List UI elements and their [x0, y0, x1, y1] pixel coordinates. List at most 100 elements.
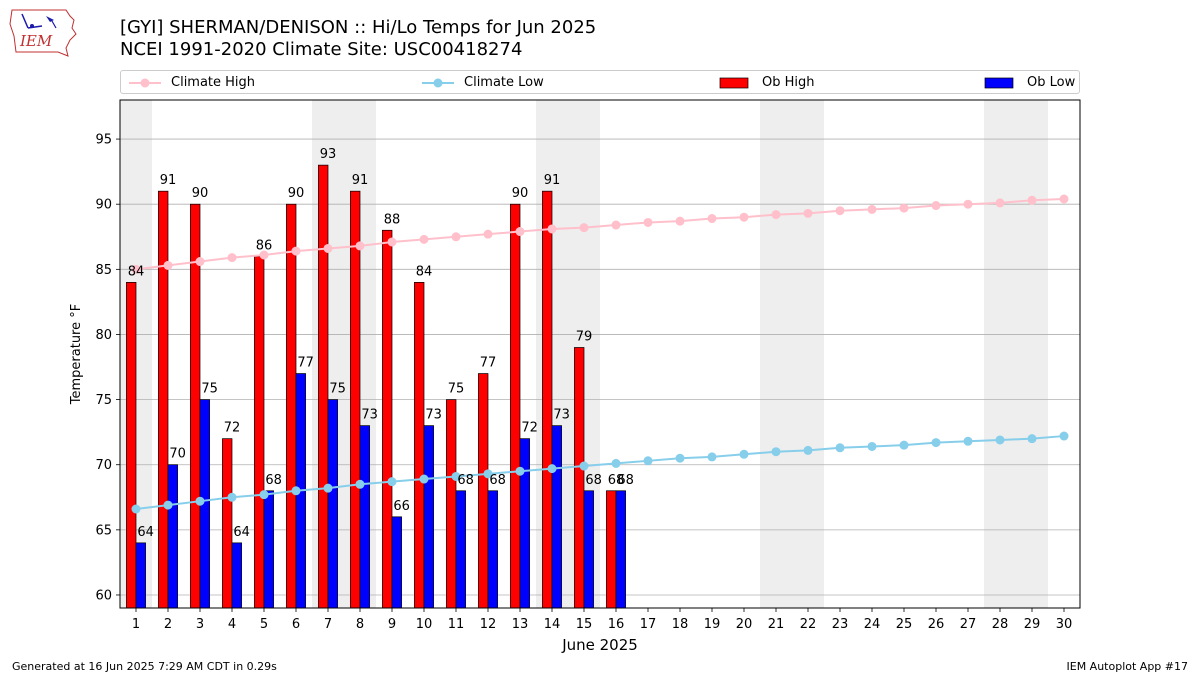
- ob-low-bar: [391, 516, 402, 609]
- ob-high-bar: [574, 347, 585, 609]
- plot-frame: [119, 99, 1081, 609]
- x-tick-label: 4: [228, 617, 236, 632]
- x-tick-label: 12: [480, 617, 497, 632]
- climate-high-point: [675, 216, 685, 226]
- ob-high-value-label: 90: [512, 186, 529, 201]
- climate-high-point: [803, 208, 813, 218]
- ob-high-value-label: 91: [352, 173, 369, 188]
- climate-low-point: [323, 483, 333, 493]
- climate-high-point: [995, 198, 1005, 208]
- legend-line-swatch: [422, 78, 454, 88]
- weekend-shade: [760, 100, 824, 608]
- ob-low-bar: [487, 490, 498, 609]
- climate-low-point: [739, 449, 749, 459]
- y-tick-label: 65: [95, 523, 112, 538]
- ob-low-bar: [135, 542, 146, 609]
- ob-low-bar: [167, 464, 178, 609]
- ob-high-value-label: 93: [320, 147, 337, 162]
- x-tick-label: 24: [864, 617, 881, 632]
- climate-low-point: [803, 445, 813, 455]
- x-tick-label: 14: [544, 617, 561, 632]
- x-tick-label: 30: [1056, 617, 1073, 632]
- y-tick-label: 80: [95, 328, 112, 343]
- ob-high-value-label: 90: [288, 186, 305, 201]
- x-tick-label: 26: [928, 617, 945, 632]
- ob-high-bar: [542, 190, 553, 609]
- ob-high-bar: [446, 399, 457, 609]
- ob-low-value-label: 68: [617, 473, 634, 488]
- climate-low-point: [995, 435, 1005, 445]
- climate-low-point: [707, 452, 717, 462]
- ob-high-bar: [222, 438, 233, 609]
- x-tick-label: 7: [324, 617, 332, 632]
- ob-high-value-label: 79: [576, 329, 593, 344]
- ob-low-value-label: 72: [521, 421, 538, 436]
- ob-high-bar: [382, 229, 393, 609]
- climate-high-point: [707, 214, 717, 224]
- x-tick-label: 18: [672, 617, 689, 632]
- ob-low-value-label: 64: [233, 525, 250, 540]
- x-tick-label: 15: [576, 617, 593, 632]
- x-tick-label: 9: [388, 617, 396, 632]
- climate-high-point: [771, 210, 781, 220]
- ob-low-bar: [615, 490, 626, 609]
- climate-low-point: [451, 471, 461, 481]
- ob-high-value-label: 84: [128, 264, 145, 279]
- climate-low-point: [899, 440, 909, 450]
- ob-low-bar: [551, 425, 562, 609]
- ob-high-bar: [478, 373, 489, 609]
- climate-low-point: [259, 490, 269, 500]
- climate-high-point: [611, 220, 621, 230]
- ob-high-value-label: 86: [256, 238, 273, 253]
- climate-high-point: [291, 246, 301, 256]
- y-axis-label: Temperature °F: [69, 304, 84, 405]
- x-tick-label: 17: [640, 617, 657, 632]
- ob-low-bar: [263, 490, 274, 609]
- ob-low-bar: [519, 438, 530, 609]
- climate-high-point: [835, 206, 845, 216]
- legend-line-swatch: [129, 78, 161, 88]
- climate-low-point: [387, 477, 397, 487]
- ob-high-value-label: 75: [448, 382, 465, 397]
- x-tick-label: 13: [512, 617, 529, 632]
- climate-low-line: [135, 435, 1065, 510]
- x-tick-label: 29: [1024, 617, 1041, 632]
- ob-high-bar: [510, 203, 521, 609]
- x-tick-label: 8: [356, 617, 364, 632]
- climate-high-point: [899, 203, 909, 213]
- climate-high-point: [131, 264, 141, 274]
- y-tick-label: 70: [95, 458, 112, 473]
- legend-label: Ob Low: [1027, 75, 1076, 90]
- y-tick-label: 85: [95, 263, 112, 278]
- ob-high-value-label: 68: [608, 473, 625, 488]
- footer-app-text: IEM Autoplot App #17: [1066, 660, 1189, 673]
- x-tick-label: 19: [704, 617, 721, 632]
- legend-label: Climate High: [171, 75, 256, 90]
- ob-low-value-label: 68: [265, 473, 282, 488]
- x-axis-label: June 2025: [561, 636, 638, 654]
- ob-low-value-label: 68: [457, 473, 474, 488]
- climate-high-point: [931, 201, 941, 211]
- legend-bar-swatch: [984, 77, 1014, 89]
- ob-high-bar: [414, 282, 425, 609]
- ob-high-value-label: 84: [416, 264, 433, 279]
- x-tick-label: 22: [800, 617, 817, 632]
- ob-low-value-label: 70: [169, 447, 186, 462]
- climate-high-point: [515, 227, 525, 237]
- ob-high-value-label: 72: [224, 421, 241, 436]
- ob-low-bar: [423, 425, 434, 609]
- climate-low-point: [355, 479, 365, 489]
- climate-high-point: [739, 212, 749, 222]
- climate-low-point: [1027, 434, 1037, 444]
- climate-low-point: [675, 453, 685, 463]
- chart-title: [GYI] SHERMAN/DENISON :: Hi/Lo Temps for…: [120, 17, 597, 38]
- climate-high-point: [355, 241, 365, 251]
- ob-low-bar: [455, 490, 466, 609]
- y-tick-label: 90: [95, 198, 112, 213]
- climate-low-point: [579, 461, 589, 471]
- ob-low-bar: [327, 399, 338, 609]
- climate-low-point: [1059, 431, 1069, 441]
- iem-logo: IEM: [9, 9, 77, 57]
- ob-low-bar: [359, 425, 370, 609]
